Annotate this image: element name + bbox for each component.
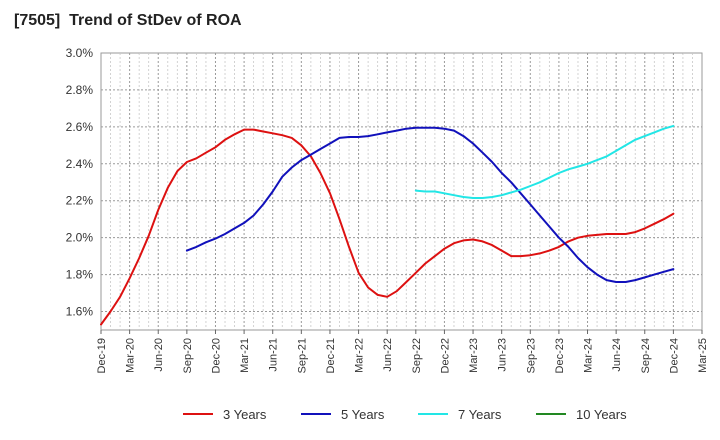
legend-label: 10 Years [576, 407, 627, 422]
x-tick-label: Sep-21 [296, 338, 308, 373]
x-tick-label: Dec-21 [325, 338, 337, 373]
legend-item: 10 Years [536, 407, 627, 422]
legend-label: 5 Years [341, 407, 385, 422]
y-tick-label: 2.0% [66, 231, 94, 245]
x-tick-label: Sep-20 [182, 338, 194, 373]
series-line-7-years [414, 124, 675, 199]
x-tick-label: Mar-23 [468, 338, 480, 373]
plot-area [100, 52, 703, 331]
y-tick-label: 2.4% [66, 157, 94, 171]
series-line-5-years [185, 126, 675, 283]
y-tick-label: 1.6% [66, 305, 94, 319]
y-tick-label: 2.8% [66, 83, 94, 97]
x-tick-label: Mar-21 [239, 338, 251, 373]
grid [100, 52, 703, 331]
x-tick-label: Dec-23 [554, 338, 566, 373]
x-tick-label: Dec-19 [96, 338, 108, 373]
y-tick-label: 2.2% [66, 194, 94, 208]
legend-item: 7 Years [418, 407, 502, 422]
x-tick-label: Mar-22 [354, 338, 366, 373]
legend-label: 3 Years [223, 407, 267, 422]
x-tick-label: Jun-23 [497, 338, 509, 372]
x-tick-label: Dec-20 [210, 338, 222, 373]
y-tick-label: 1.8% [66, 268, 94, 282]
x-tick-label: Jun-20 [153, 338, 165, 372]
axes: 3.0% 2.8% 2.6% 2.4% 2.2% 2.0% 1.8% 1.6% Dec-19 Ma… [66, 46, 709, 373]
series-line-3-years [100, 128, 675, 326]
x-tick-label: Sep-23 [525, 338, 537, 373]
x-tick-label: Sep-24 [640, 338, 652, 373]
x-tick-label: Sep-22 [411, 338, 423, 373]
series-lines [100, 124, 675, 326]
y-tick-label: 2.6% [66, 120, 94, 134]
x-tick-label: Jun-21 [268, 338, 280, 372]
legend-label: 7 Years [458, 407, 502, 422]
x-tick-label: Jun-24 [611, 338, 623, 372]
legend: 3 Years 5 Years 7 Years 10 Years [183, 407, 627, 422]
legend-item: 3 Years [183, 407, 267, 422]
x-tick-label: Mar-25 [697, 338, 709, 373]
x-tick-label: Dec-24 [668, 338, 680, 373]
x-tick-label: Mar-20 [125, 338, 137, 373]
x-tick-label: Mar-24 [583, 338, 595, 373]
x-tick-label: Jun-22 [382, 338, 394, 372]
legend-item: 5 Years [301, 407, 385, 422]
y-tick-label: 3.0% [66, 46, 94, 60]
chart-title: [7505] Trend of StDev of ROA [14, 12, 242, 29]
x-tick-label: Dec-22 [439, 338, 451, 373]
